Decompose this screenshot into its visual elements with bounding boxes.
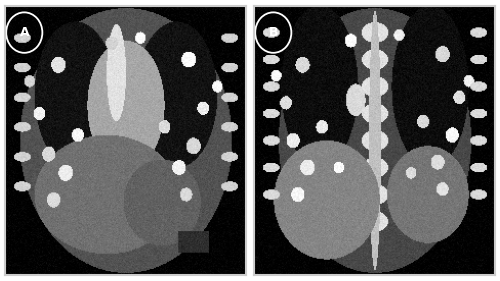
Text: A: A: [20, 26, 29, 39]
Text: B: B: [268, 26, 278, 39]
